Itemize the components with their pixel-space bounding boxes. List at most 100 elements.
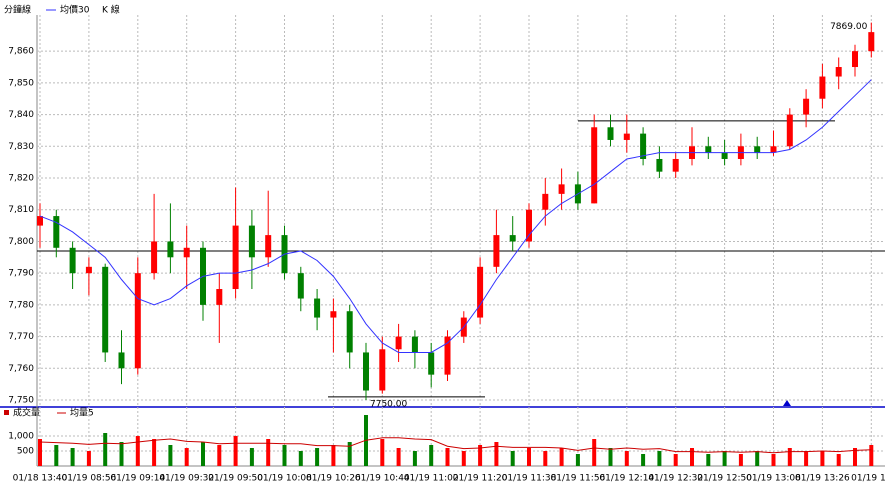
volume-bar bbox=[673, 454, 678, 466]
vol-ma-line bbox=[39, 437, 872, 454]
candle-body bbox=[526, 209, 532, 242]
candle-body bbox=[183, 247, 190, 258]
vol-tick-label: 1,000 bbox=[8, 432, 34, 442]
volume-bar bbox=[152, 439, 157, 466]
volume-bar bbox=[706, 454, 711, 466]
candle-body bbox=[509, 235, 516, 242]
candle-body bbox=[85, 266, 92, 274]
candle-body bbox=[411, 336, 418, 353]
candle-body bbox=[558, 184, 565, 194]
volume-bar bbox=[657, 451, 662, 466]
x-tick-label: 01/19 13 bbox=[851, 474, 885, 484]
marker bbox=[783, 400, 791, 406]
volume-bar bbox=[38, 439, 42, 466]
candle-body bbox=[118, 352, 125, 369]
candle-body bbox=[640, 133, 647, 159]
candle-body bbox=[232, 225, 239, 290]
volume-bar bbox=[347, 442, 352, 466]
candle-body bbox=[151, 241, 158, 274]
volume-bar bbox=[690, 448, 694, 466]
candle-body bbox=[770, 146, 777, 153]
candle-body bbox=[835, 67, 842, 77]
volume-bar bbox=[543, 451, 548, 466]
volume-bar bbox=[461, 451, 466, 466]
y-tick-label: 7,820 bbox=[8, 174, 34, 184]
y-tick-label: 7,860 bbox=[8, 47, 34, 57]
volume-bar bbox=[592, 439, 597, 466]
y-tick-label: 7,810 bbox=[8, 205, 34, 215]
candle-body bbox=[754, 146, 761, 153]
volume-bar bbox=[396, 448, 401, 466]
volume-bar bbox=[608, 448, 613, 466]
volume-bar bbox=[331, 445, 336, 466]
y-tick-label: 7,830 bbox=[8, 142, 34, 152]
vol-tick-label: 500 bbox=[17, 447, 34, 457]
legend-title: 分鐘線 bbox=[4, 4, 31, 16]
candle-body bbox=[379, 349, 386, 391]
candle-body bbox=[786, 114, 793, 147]
candle-body bbox=[297, 273, 304, 299]
candle-body bbox=[623, 133, 630, 140]
volume-bar bbox=[624, 451, 629, 466]
x-tick-label: 01/19 08:56 bbox=[62, 474, 117, 484]
y-tick-label: 7,770 bbox=[8, 332, 34, 342]
y-tick-label: 7,780 bbox=[8, 300, 34, 310]
volume-bar bbox=[771, 454, 776, 466]
candle-body bbox=[672, 158, 679, 172]
volume-bar bbox=[70, 448, 75, 466]
legend-volume: 成交量 bbox=[13, 407, 40, 419]
volume-bar bbox=[298, 451, 303, 466]
x-tick-label: 01/18 13:40 bbox=[13, 474, 68, 484]
x-tick-label: 01/19 13:26 bbox=[795, 474, 850, 484]
x-tick-label: 01/19 11:02 bbox=[404, 474, 459, 484]
x-tick-label: 01/19 13:08 bbox=[746, 474, 801, 484]
ma-line bbox=[39, 79, 872, 353]
volume-bar bbox=[836, 454, 841, 466]
y-tick-label: 7,790 bbox=[8, 269, 34, 279]
volume-bar bbox=[135, 436, 140, 466]
y-tick-label: 7,840 bbox=[8, 110, 34, 120]
candle-body bbox=[819, 76, 826, 99]
volume-bar bbox=[282, 445, 287, 466]
candle-body bbox=[493, 235, 500, 267]
volume-bar bbox=[820, 451, 825, 466]
volume-bar bbox=[722, 451, 727, 466]
volume-bar bbox=[869, 445, 874, 466]
volume-bar bbox=[853, 448, 857, 466]
candle-body bbox=[477, 266, 484, 318]
x-tick-label: 01/19 11:56 bbox=[551, 474, 606, 484]
candle-body bbox=[444, 336, 451, 375]
candle-body bbox=[363, 352, 369, 391]
candle-body bbox=[102, 266, 109, 353]
candle-body bbox=[607, 127, 614, 140]
volume-bar bbox=[266, 439, 271, 466]
x-tick-label: 01/19 12:50 bbox=[697, 474, 752, 484]
candle-body bbox=[803, 98, 810, 115]
x-tick-label: 01/19 11:38 bbox=[502, 474, 557, 484]
candle-body bbox=[134, 273, 141, 369]
legend-vol-ma: 均量5 bbox=[70, 407, 94, 419]
x-tick-label: 01/19 09:14 bbox=[110, 474, 165, 484]
volume-bar bbox=[738, 454, 743, 466]
volume-bar bbox=[804, 451, 809, 466]
candle-body bbox=[37, 216, 43, 226]
volume-bar bbox=[103, 433, 108, 466]
candle-body bbox=[591, 127, 598, 204]
volume-bar bbox=[168, 445, 173, 466]
candle-body bbox=[656, 158, 663, 172]
max-label: 7869.00 bbox=[830, 22, 867, 32]
volume-bar bbox=[510, 451, 515, 466]
candle-body bbox=[542, 193, 549, 210]
volume-bar bbox=[201, 442, 205, 466]
volume-bar bbox=[315, 448, 320, 466]
x-tick-label: 01/19 10:08 bbox=[257, 474, 312, 484]
volume-bar bbox=[575, 454, 580, 466]
volume-bar bbox=[559, 448, 564, 466]
x-tick-label: 01/19 11:20 bbox=[453, 474, 508, 484]
x-tick-label: 01/19 12:32 bbox=[648, 474, 703, 484]
candle-body bbox=[868, 32, 875, 52]
legend-ma: 均價30 bbox=[60, 4, 90, 16]
x-tick-label: 01/19 10:44 bbox=[355, 474, 410, 484]
y-tick-label: 7,750 bbox=[8, 396, 34, 406]
